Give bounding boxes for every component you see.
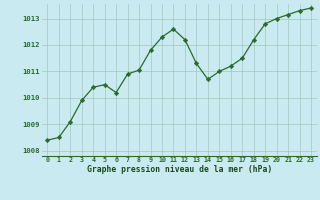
X-axis label: Graphe pression niveau de la mer (hPa): Graphe pression niveau de la mer (hPa) bbox=[87, 165, 272, 174]
